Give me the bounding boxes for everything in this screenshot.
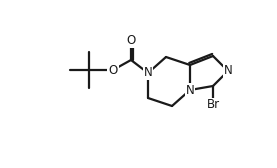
Text: O: O — [126, 34, 136, 48]
Text: N: N — [144, 67, 152, 79]
Text: N: N — [224, 65, 232, 77]
Text: O: O — [108, 64, 118, 76]
Text: Br: Br — [206, 98, 220, 112]
Text: N: N — [186, 83, 194, 96]
